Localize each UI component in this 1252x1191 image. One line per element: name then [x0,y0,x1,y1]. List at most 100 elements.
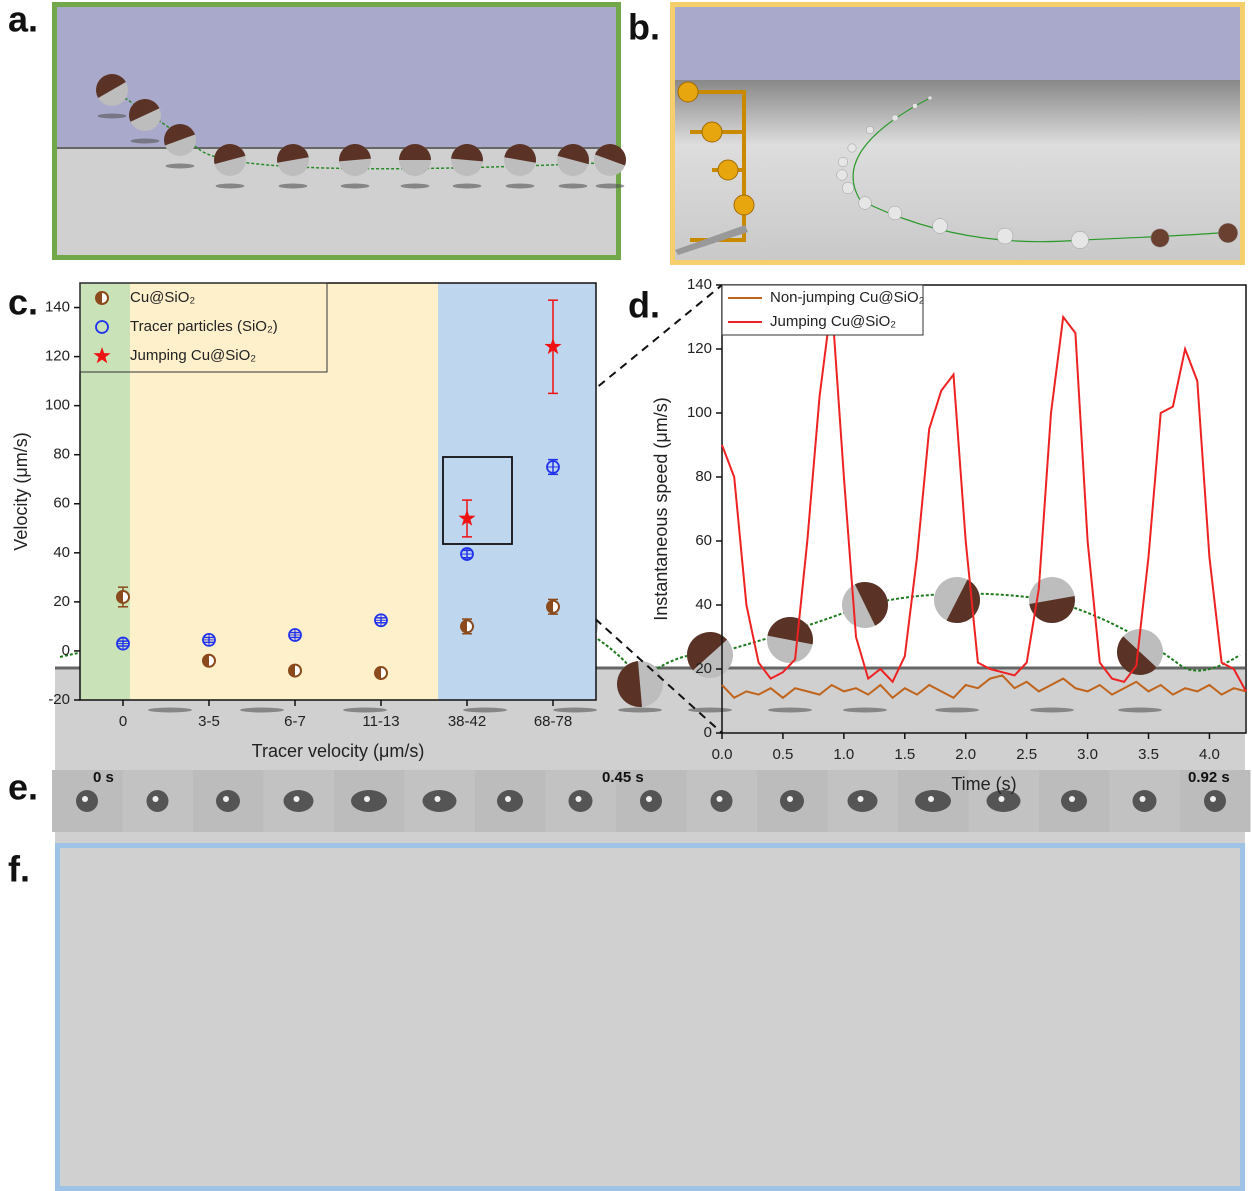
sphere-shadow [768,708,812,713]
y-tick-label: 80 [53,446,70,463]
particle-core [223,796,229,802]
panel-label: f. [8,849,30,890]
sphere-shadow [131,139,160,144]
marker [547,461,559,473]
marker [375,614,387,626]
x-tick-label: 2.0 [955,746,976,763]
frame-label: 0 s [93,769,114,786]
legend-label: Tracer particles (SiO₂) [130,318,278,335]
x-tick-label: 1.0 [833,746,854,763]
x-tick-label: 6-7 [284,713,306,730]
y-tick-label: 140 [45,298,70,315]
marker [117,591,129,603]
marker [375,667,387,679]
frame-label: 0.92 s [1188,769,1230,786]
marker [289,665,301,677]
sphere-shadow [216,184,245,189]
particle-core [82,796,88,802]
particle-core [153,796,159,802]
sphere-shadow [1118,708,1162,713]
legend-label: Jumping Cu@SiO₂ [770,313,896,330]
legend-swatch [96,292,108,304]
y-tick-label: 140 [687,276,712,293]
sphere [928,96,932,100]
particle-core [928,796,934,802]
sphere-shadow [401,184,430,189]
sphere [912,103,917,108]
x-tick-label: 0.0 [712,746,733,763]
y-axis-label: Velocity (μm/s) [11,432,31,550]
x-tick-label: 3.5 [1138,746,1159,763]
sphere [837,170,848,181]
sphere-shadow [506,184,535,189]
particle-core [646,796,652,802]
y-tick-label: 60 [695,532,712,549]
y-tick-label: 120 [45,348,70,365]
marker [547,601,559,613]
x-tick-label: 11-13 [362,713,399,730]
x-axis-label: Time (s) [951,774,1016,794]
sphere-shadow [341,184,370,189]
x-tick-label: 4.0 [1199,746,1220,763]
sphere-shadow [596,184,625,189]
particle-core [364,796,370,802]
sphere-shadow [618,708,662,713]
sphere-shadow [343,708,387,713]
legend-label: Cu@SiO₂ [130,289,195,306]
y-tick-label: 80 [695,468,712,485]
y-tick-label: 40 [53,544,70,561]
marker [289,629,301,641]
marker [203,655,215,667]
sphere-shadow [166,164,195,169]
panel-e-strip [52,770,1251,832]
sphere [1071,231,1088,248]
particle-core [787,796,793,802]
x-tick-label: 68-78 [534,713,572,730]
sphere-shadow [98,114,127,119]
y-tick-label: 0 [62,642,70,659]
y-tick-label: 100 [687,404,712,421]
particle-core [576,796,582,802]
y-tick-label: 20 [695,660,712,677]
panel-label: c. [8,282,38,323]
x-tick-label: 38-42 [448,713,486,730]
panel-label: a. [8,0,38,40]
sphere-shadow [559,184,588,189]
sphere-shadow [453,184,482,189]
sphere [842,182,854,194]
sphere [848,144,856,152]
y-tick-label: 20 [53,593,70,610]
sphere [933,219,948,234]
sphere [888,206,902,220]
x-tick-label: 3.0 [1077,746,1098,763]
sphere-shadow [463,708,507,713]
sphere-shadow [1030,708,1074,713]
x-tick-label: 0.5 [773,746,794,763]
x-tick-label: 3-5 [198,713,220,730]
particle-core [294,796,300,802]
sphere-shadow [843,708,887,713]
y-tick-label: 100 [45,397,70,414]
legend-label: Non-jumping Cu@SiO₂ [770,289,925,306]
sphere [997,228,1013,244]
particle-core [999,796,1005,802]
y-tick-label: 60 [53,495,70,512]
y-tick-label: -20 [48,691,70,708]
x-tick-label: 1.5 [894,746,915,763]
frame-label: 0.45 s [602,769,644,786]
particle-core [1210,796,1216,802]
sphere [859,197,872,210]
marker [203,634,215,646]
panel-a-scene [52,2,621,260]
x-tick-label: 2.5 [1016,746,1037,763]
particle-core [717,796,723,802]
sphere-shadow [279,184,308,189]
sphere-shadow [148,708,192,713]
y-tick-label: 40 [695,596,712,613]
figure: a. b. c. d. e. f. 0 s 0.45 s 0.92 s -200… [0,0,1252,1191]
particle-core [505,796,511,802]
sphere-shadow [240,708,284,713]
marker [117,638,129,650]
region-bg [438,283,596,700]
sphere [838,157,848,167]
